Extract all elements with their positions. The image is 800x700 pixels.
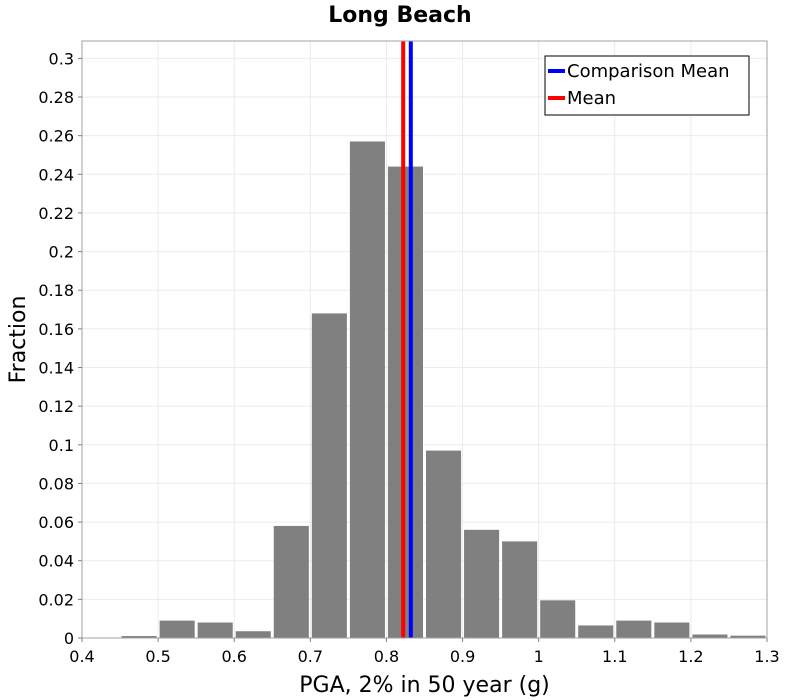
histogram-bar	[273, 525, 309, 638]
histogram-bar	[730, 635, 766, 638]
y-tick-label: 0.02	[38, 590, 74, 609]
y-tick-label: 0.04	[38, 552, 74, 571]
y-tick-label: 0.24	[38, 165, 74, 184]
histogram-bar	[159, 620, 195, 638]
x-tick-label: 1	[534, 647, 544, 666]
histogram-bar	[349, 141, 385, 639]
y-tick-label: 0.3	[49, 49, 74, 68]
histogram-bar	[692, 634, 728, 638]
y-tick-label: 0.12	[38, 397, 74, 416]
histogram-bar	[311, 313, 347, 638]
x-axis-ticks: 0.4 0.5 0.6 0.7 0.8 0.9 1 1.1 1.2 1.3	[69, 638, 780, 666]
chart-title: Long Beach	[328, 3, 471, 28]
y-tick-label: 0.08	[38, 474, 74, 493]
grid	[81, 41, 768, 639]
plot-frame	[81, 40, 768, 639]
y-tick-label: 0.1	[49, 436, 74, 455]
histogram-bar	[464, 529, 500, 638]
y-tick-label: 0.14	[38, 359, 74, 378]
legend-label: Mean	[567, 88, 616, 109]
bars	[121, 141, 766, 639]
histogram-bar	[387, 166, 423, 638]
x-tick-label: 0.9	[450, 647, 475, 666]
x-tick-label: 0.8	[374, 647, 399, 666]
x-tick-label: 0.6	[221, 647, 246, 666]
x-tick-label: 0.4	[69, 647, 94, 666]
legend-label: Comparison Mean	[567, 61, 730, 82]
legend-box	[544, 55, 750, 116]
x-axis-label: PGA, 2% in 50 year (g)	[299, 673, 550, 698]
x-tick-label: 0.5	[145, 647, 170, 666]
y-tick-label: 0.18	[38, 281, 74, 300]
mean-lines	[401, 41, 413, 638]
histogram-bar	[578, 625, 614, 638]
histogram-bar	[502, 541, 538, 638]
y-axis-label: Fraction	[6, 296, 31, 384]
legend: Comparison Mean Mean	[544, 55, 750, 116]
x-tick-label: 1.3	[754, 647, 779, 666]
y-axis-ticks: 0 0.02 0.04 0.06 0.08 0.1 0.12 0.14 0.16 0.18 0.2 0…	[38, 49, 82, 648]
x-tick-label: 1.2	[678, 647, 703, 666]
y-tick-label: 0.28	[38, 88, 74, 107]
y-tick-label: 0	[64, 629, 74, 648]
y-tick-label: 0.22	[38, 204, 74, 223]
histogram-bar	[540, 600, 576, 638]
x-tick-label: 1.1	[602, 647, 627, 666]
y-tick-label: 0.06	[38, 513, 74, 532]
histogram-bar	[616, 620, 652, 638]
histogram-bar	[654, 622, 690, 638]
histogram-bar	[197, 622, 233, 638]
y-tick-label: 0.2	[49, 243, 74, 262]
x-tick-label: 0.7	[298, 647, 323, 666]
histogram-bar	[426, 450, 462, 638]
histogram-bar	[235, 631, 271, 638]
histogram-bar	[121, 636, 157, 638]
y-tick-label: 0.26	[38, 127, 74, 146]
y-tick-label: 0.16	[38, 320, 74, 339]
